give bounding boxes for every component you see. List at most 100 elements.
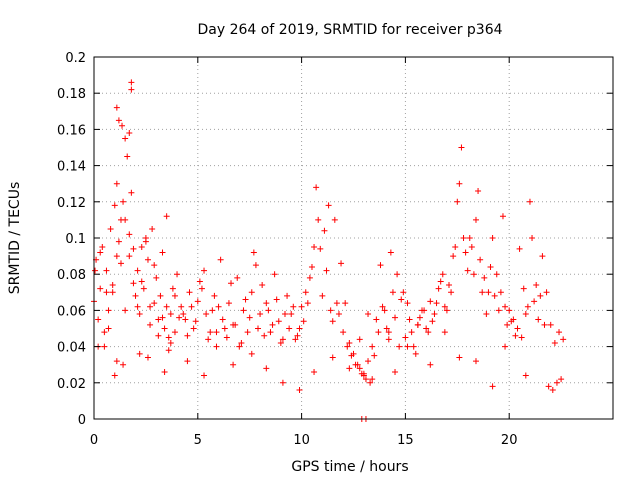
data-point [346, 365, 353, 372]
data-point [103, 289, 110, 296]
data-point [275, 318, 282, 325]
data-point [165, 334, 172, 341]
y-tick-label: 0.02 [57, 377, 86, 392]
data-point [184, 332, 191, 339]
data-point [136, 311, 143, 318]
data-point [115, 117, 122, 124]
y-axis-ticks: 0 0.02 0.04 0.06 0.08 0.1 0.12 0.14 0.16 0.18 0.2 [57, 51, 613, 428]
data-point [369, 343, 376, 350]
data-point [315, 216, 322, 223]
data-point [248, 350, 255, 357]
data-point [302, 289, 309, 296]
data-point [238, 339, 245, 346]
x-tick-label: 15 [397, 433, 414, 448]
data-point [101, 329, 108, 336]
data-point [549, 387, 556, 394]
data-point [252, 262, 259, 269]
data-point [126, 130, 133, 137]
data-point [115, 238, 122, 245]
data-point [493, 271, 500, 278]
data-point [489, 383, 496, 390]
data-point [269, 321, 276, 328]
data-point [147, 303, 154, 310]
data-point [392, 314, 399, 321]
data-point [124, 153, 131, 160]
data-point [122, 307, 129, 314]
data-point [130, 280, 137, 287]
data-point [321, 227, 328, 234]
data-point [234, 274, 241, 281]
data-point [281, 311, 288, 318]
data-point [215, 303, 222, 310]
data-point [526, 198, 533, 205]
data-point [140, 285, 147, 292]
data-point [373, 316, 380, 323]
data-point [109, 289, 116, 296]
data-point [531, 298, 538, 305]
data-point [194, 298, 201, 305]
data-point [335, 311, 342, 318]
data-point [553, 379, 560, 386]
data-point [371, 352, 378, 359]
data-point [292, 336, 299, 343]
data-point [327, 307, 334, 314]
data-point [475, 187, 482, 194]
data-point [558, 376, 565, 383]
data-point [300, 318, 307, 325]
y-tick-label: 0.08 [57, 268, 86, 283]
data-point [551, 339, 558, 346]
data-point [223, 334, 230, 341]
data-point [323, 267, 330, 274]
data-point [306, 274, 313, 281]
data-point [518, 334, 525, 341]
data-point [255, 325, 262, 332]
data-point [311, 368, 318, 375]
data-point [458, 144, 465, 151]
data-point [404, 300, 411, 307]
data-point [111, 202, 118, 209]
x-tick-label: 0 [90, 433, 98, 448]
data-point [159, 314, 166, 321]
data-point [126, 231, 133, 238]
data-point [142, 238, 149, 245]
data-point [441, 329, 448, 336]
data-point [472, 216, 479, 223]
data-point [144, 256, 151, 263]
y-tick-label: 0.2 [65, 51, 86, 66]
data-point [427, 361, 434, 368]
data-point [452, 244, 459, 251]
data-point [236, 343, 243, 350]
data-point [539, 253, 546, 260]
data-point [344, 343, 351, 350]
grid-lines [94, 57, 613, 419]
data-point [167, 339, 174, 346]
data-point [288, 311, 295, 318]
data-point [481, 274, 488, 281]
y-tick-label: 0.04 [57, 341, 86, 356]
data-point [296, 325, 303, 332]
data-point [117, 216, 124, 223]
data-point [329, 354, 336, 361]
data-point [400, 289, 407, 296]
x-axis-ticks: 0 5 10 15 20 [90, 57, 517, 448]
data-point [286, 325, 293, 332]
data-point [556, 329, 563, 336]
data-point [192, 318, 199, 325]
data-point [113, 253, 120, 260]
data-point [365, 311, 372, 318]
data-point [516, 245, 523, 252]
data-point [367, 379, 374, 386]
data-point [365, 358, 372, 365]
data-point [298, 303, 305, 310]
data-point [174, 271, 181, 278]
data-point [489, 235, 496, 241]
data-point [240, 307, 247, 314]
data-point [404, 343, 411, 350]
data-point [439, 271, 446, 278]
data-point [547, 321, 554, 328]
data-point [279, 336, 286, 343]
data-point [273, 296, 280, 303]
data-point [443, 307, 450, 314]
data-point [213, 329, 220, 336]
data-point [147, 321, 154, 328]
